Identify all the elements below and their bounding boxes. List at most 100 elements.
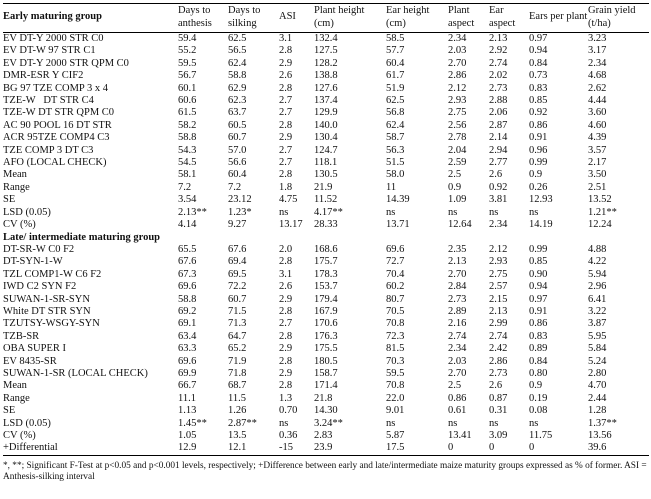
data-cell: 2.6 [489,169,503,181]
data-cell: 62.4 [386,119,405,131]
data-cell: 5.24 [588,355,607,367]
data-cell: 1.28 [588,405,607,417]
table-row: Range 7.2 7.2 1.8 21.9 11 0.9 0.92 0.26 2.51 [3,182,649,194]
data-cell: 138.8 [314,70,338,82]
data-cell: 3.87 [588,318,607,330]
row-label: White DT STR SYN [3,305,91,317]
data-cell: 69.2 [178,305,197,317]
data-cell: 11.52 [314,194,338,206]
table-row: LSD (0.05) 1.45** 2.87** ns 3.24** ns ns ns ns 1.… [3,418,649,430]
data-cell: 2.8 [279,169,293,181]
header-days-to-silking: Days to silking [228,5,261,29]
header-ear-height: Ear height (cm) [386,5,430,29]
data-cell: 13.52 [588,194,612,206]
data-cell: 2.51 [588,181,607,193]
data-cell: 2.9 [279,343,293,355]
data-cell: 2.93 [489,256,508,268]
row-label: IWD C2 SYN F2 [3,281,77,293]
row-label: TZB-SR [3,330,40,342]
data-cell: 55.2 [178,45,197,57]
data-cell: 0.89 [529,343,548,355]
data-cell: 28.33 [314,219,338,231]
table-row: SUWAN-1-SR (LOCAL CHECK) 69.9 71.8 2.9 158.7… [3,368,649,380]
data-cell: 2.5 [448,169,462,181]
table-row: LSD (0.05) 2.13** 1.23* ns 4.17** ns ns ns ns 1.2… [3,207,649,219]
data-cell: ns [448,206,458,218]
group-label-row: Late/ intermediate maturing group [3,232,649,244]
data-cell: 2.74 [489,57,508,69]
data-cell: 0.84 [529,355,548,367]
data-cell: 67.6 [228,243,247,255]
data-cell: 4.88 [588,243,607,255]
table-row: TZB-SR 63.4 64.7 2.8 176.3 72.3 2.74 2.74 0.83 5.… [3,331,649,343]
data-cell: 13.56 [588,430,612,441]
data-cell: ns [279,417,289,429]
row-label: ACR 95TZE COMP4 C3 [3,132,110,144]
data-cell: 5.84 [588,343,607,355]
empty-cell [588,232,649,244]
data-cell: 2.8 [279,45,293,57]
data-cell: 3.09 [489,430,508,441]
table-row: DT-SR-W C0 F2 65.5 67.6 2.0 168.6 69.6 2.35 2.1… [3,244,649,256]
row-label: Range [3,392,30,404]
data-cell: 175.5 [314,343,338,355]
data-cell: 65.2 [228,343,247,355]
data-cell: 0.97 [529,293,548,305]
data-cell: 70.8 [386,380,405,392]
data-cell: 4.14 [178,219,197,231]
data-cell: 5.95 [588,330,607,342]
data-cell: 12.93 [529,194,553,206]
data-cell: 69.6 [178,355,197,367]
data-cell: 4.39 [588,132,607,144]
data-cell: 2.9 [279,293,293,305]
empty-cell [386,232,448,244]
data-cell: 3.50 [588,169,607,181]
data-cell: 0.26 [529,181,548,193]
data-cell: 23.9 [314,442,333,454]
data-cell: 58.2 [178,119,197,131]
data-cell: 69.9 [178,367,197,379]
data-cell: 69.5 [228,268,247,280]
data-cell: 2.59 [448,157,467,169]
data-cell: 6.41 [588,293,607,305]
data-cell: 2.04 [448,144,467,156]
data-cell: 4.70 [588,380,607,392]
data-cell: ns [279,206,289,218]
footnote: *, **; Significant F-Test at p<0.05 and … [3,460,647,482]
data-cell: 2.86 [448,70,467,82]
table-header: Early maturing group Days to anthesis Da… [3,4,649,33]
data-cell: 2.03 [448,355,467,367]
data-cell: 0.86 [448,392,467,404]
table-row: TZE COMP 3 DT C3 54.3 57.0 2.7 124.7 56.3 2.04… [3,145,649,157]
row-label: CV (%) [3,430,36,441]
data-cell: 0.85 [529,256,548,268]
group-label: Late/ intermediate maturing group [3,231,160,243]
data-cell: 69.6 [178,281,197,293]
data-cell: 3.1 [279,33,293,44]
header-ear-aspect: Ear aspect [489,5,516,29]
data-cell: ns [489,206,499,218]
data-cell: 60.2 [386,281,405,293]
data-cell: 5.87 [386,430,405,441]
table-row: ACR 95TZE COMP4 C3 58.8 60.7 2.9 130.4 58.7 2.… [3,132,649,144]
row-label: DT-SR-W C0 F2 [3,243,75,255]
data-cell: 56.6 [228,157,247,169]
data-cell: 9.01 [386,405,405,417]
data-cell: 54.3 [178,144,197,156]
data-cell: 12.24 [588,219,612,231]
data-cell: 179.4 [314,293,338,305]
data-cell: 13.71 [386,219,410,231]
data-cell: 158.7 [314,367,338,379]
table-row: EV DT-Y 2000 STR C0 59.4 62.5 3.1 132.4 58.5 2… [3,33,649,46]
data-cell: 2.78 [448,132,467,144]
data-cell: 57.7 [386,45,405,57]
data-cell: 0.19 [529,392,548,404]
data-cell: 0.84 [529,57,548,69]
data-cell: 7.2 [178,181,192,193]
data-cell: ns [529,206,539,218]
table-row: IWD C2 SYN F2 69.6 72.2 2.6 153.7 60.2 2.84 2.5… [3,281,649,293]
data-cell: 2.44 [588,392,607,404]
data-cell: 2.13 [448,256,467,268]
table-row: TZL COMP1-W C6 F2 67.3 69.5 3.1 178.3 70.4 2.7… [3,269,649,281]
